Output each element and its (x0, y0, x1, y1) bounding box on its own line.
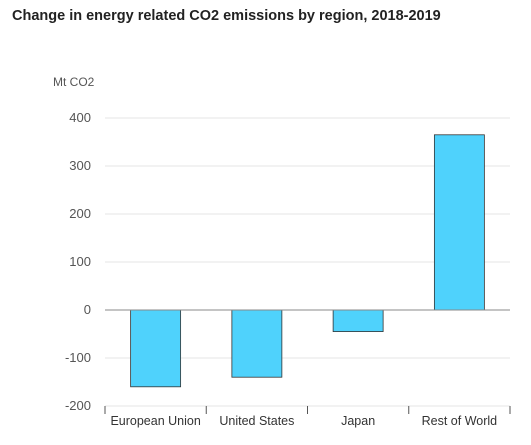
x-tick-label: Japan (341, 414, 375, 428)
y-tick-label: 400 (69, 110, 91, 125)
y-tick-label: 0 (84, 302, 91, 317)
bar (130, 309, 182, 388)
bar (231, 309, 283, 378)
y-tick-label: 100 (69, 254, 91, 269)
y-tick-label: -200 (65, 398, 91, 413)
y-axis-unit-label: Mt CO2 (53, 75, 95, 89)
bar (433, 134, 485, 311)
chart-title: Change in energy related CO2 emissions b… (12, 8, 441, 24)
tick-labels: -200 -100 0 100 200 300 400 European Union Unite… (65, 110, 497, 428)
axes (104, 309, 511, 414)
bar (332, 309, 384, 333)
x-tick-label: Rest of World (422, 414, 498, 428)
x-tick-label: European Union (110, 414, 200, 428)
y-tick-label: 200 (69, 206, 91, 221)
y-tick-label: -100 (65, 350, 91, 365)
x-tick-label: United States (219, 414, 294, 428)
y-tick-label: 300 (69, 158, 91, 173)
bars (130, 134, 485, 388)
